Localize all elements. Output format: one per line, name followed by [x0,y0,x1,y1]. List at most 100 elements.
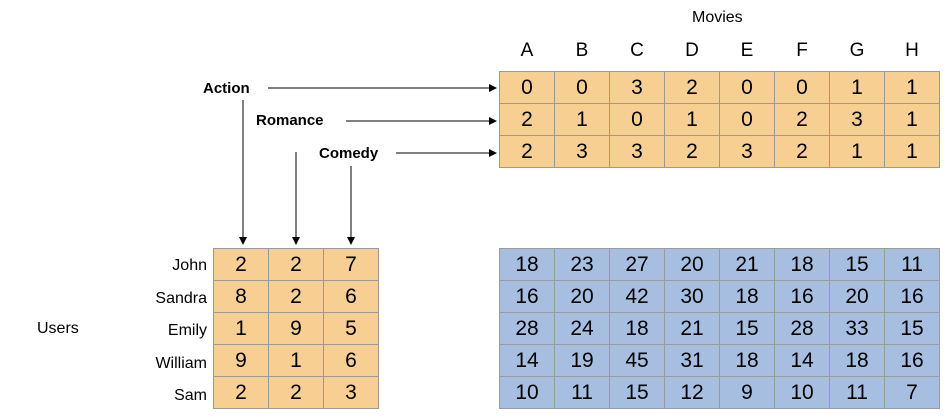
matrix-cell: 15 [829,248,885,281]
result-row: 16 20 42 30 18 16 20 16 [499,280,940,313]
matrix-cell: 1 [884,71,940,104]
matrix-cell: 2 [213,248,269,281]
matrix-cell: 5 [323,312,379,345]
matrix-cell: 1 [829,135,885,168]
matrix-cell: 1 [884,135,940,168]
matrix-cell: 7 [323,248,379,281]
matrix-cell: 14 [499,344,555,377]
matrix-cell: 30 [664,280,720,313]
movie-header: H [905,40,919,61]
matrix-cell: 0 [774,71,830,104]
genre-label-action: Action [203,80,250,97]
matrix-cell: 9 [213,344,269,377]
matrix-cell: 2 [268,376,324,409]
matrix-cell: 31 [664,344,720,377]
matrix-cell: 2 [664,71,720,104]
matrix-cell: 1 [554,103,610,136]
matrix-cell: 11 [829,376,885,409]
matrix-cell: 18 [719,280,775,313]
matrix-cell: 42 [609,280,665,313]
users-title: Users [37,320,79,337]
user-label: Sam [174,387,207,404]
result-row: 14 19 45 31 18 14 18 16 [499,344,940,377]
matrix-cell: 2 [499,135,555,168]
matrix-cell: 20 [664,248,720,281]
matrix-cell: 1 [664,103,720,136]
matrix-cell: 15 [884,312,940,345]
matrix-cell: 0 [609,103,665,136]
matrix-cell: 6 [323,344,379,377]
matrix-cell: 2 [268,248,324,281]
matrix-cell: 15 [609,376,665,409]
movie-header: G [849,40,865,61]
matrix-cell: 2 [774,135,830,168]
matrix-cell: 18 [719,344,775,377]
movie-header: E [740,40,754,61]
matrix-cell: 16 [884,344,940,377]
matrix-cell: 2 [213,376,269,409]
result-row: 18 23 27 20 21 18 15 11 [499,248,940,281]
genre-label-comedy: Comedy [319,145,379,162]
user-label: Emily [167,322,207,339]
matrix-cell: 0 [719,71,775,104]
movie-header: A [520,40,534,61]
movies-title: Movies [692,9,743,26]
matrix-cell: 16 [884,280,940,313]
matrix-cell: 27 [609,248,665,281]
matrix-cell: 3 [829,103,885,136]
matrix-cell: 18 [829,344,885,377]
matrix-cell: 16 [499,280,555,313]
matrix-cell: 0 [719,103,775,136]
user-label: John [172,257,207,274]
matrix-cell: 18 [499,248,555,281]
matrix-cell: 18 [609,312,665,345]
matrix-cell: 0 [499,71,555,104]
matrix-cell: 21 [664,312,720,345]
matrix-cell: 3 [554,135,610,168]
matrix-cell: 1 [213,312,269,345]
matrix-cell: 45 [609,344,665,377]
matrix-cell: 20 [554,280,610,313]
matrix-cell: 15 [719,312,775,345]
matrix-cell: 28 [499,312,555,345]
matrix-cell: 6 [323,280,379,313]
movie-header: C [630,40,644,61]
user-movie-result-matrix: 18 23 27 20 21 18 15 11 16 20 42 30 18 16 20 16 28 24 18 21… [499,248,940,409]
matrix-cell: 3 [609,135,665,168]
matrix-cell: 18 [774,248,830,281]
matrix-cell: 10 [499,376,555,409]
matrix-cell: 2 [268,280,324,313]
movie-header: F [796,40,808,61]
matrix-cell: 33 [829,312,885,345]
matrix-cell: 21 [719,248,775,281]
matrix-cell: 8 [213,280,269,313]
matrix-cell: 1 [268,344,324,377]
matrix-cell: 16 [774,280,830,313]
matrix-cell: 1 [884,103,940,136]
movie-header: B [575,40,589,61]
matrix-cell: 7 [884,376,940,409]
result-row: 28 24 18 21 15 28 33 15 [499,312,940,345]
matrix-cell: 2 [774,103,830,136]
matrix-cell: 11 [554,376,610,409]
matrix-cell: 20 [829,280,885,313]
user-label: Sandra [155,289,207,307]
genre-label-romance: Romance [256,112,324,129]
matrix-cell: 3 [323,376,379,409]
matrix-cell: 2 [664,135,720,168]
matrix-cell: 28 [774,312,830,345]
matrix-cell: 24 [554,312,610,345]
matrix-cell: 10 [774,376,830,409]
result-row: 10 11 15 12 9 10 11 7 [499,376,940,409]
matrix-cell: 14 [774,344,830,377]
